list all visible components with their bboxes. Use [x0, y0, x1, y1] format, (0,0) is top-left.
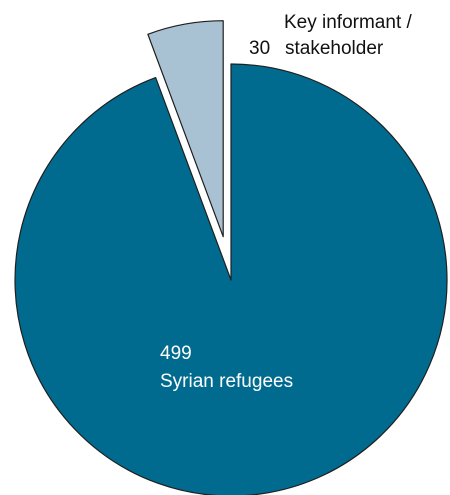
small-slice-name-line1: Key informant / — [284, 12, 412, 33]
main-slice-value-label: 499 — [160, 343, 192, 364]
pie-slice-key-informant — [147, 20, 224, 238]
pie-slice-syrian-refugees — [14, 63, 448, 495]
main-slice-name-label: Syrian refugees — [160, 371, 294, 392]
small-slice-name-line2: stakeholder — [285, 38, 384, 59]
small-slice-value-label: 30 — [249, 38, 271, 59]
